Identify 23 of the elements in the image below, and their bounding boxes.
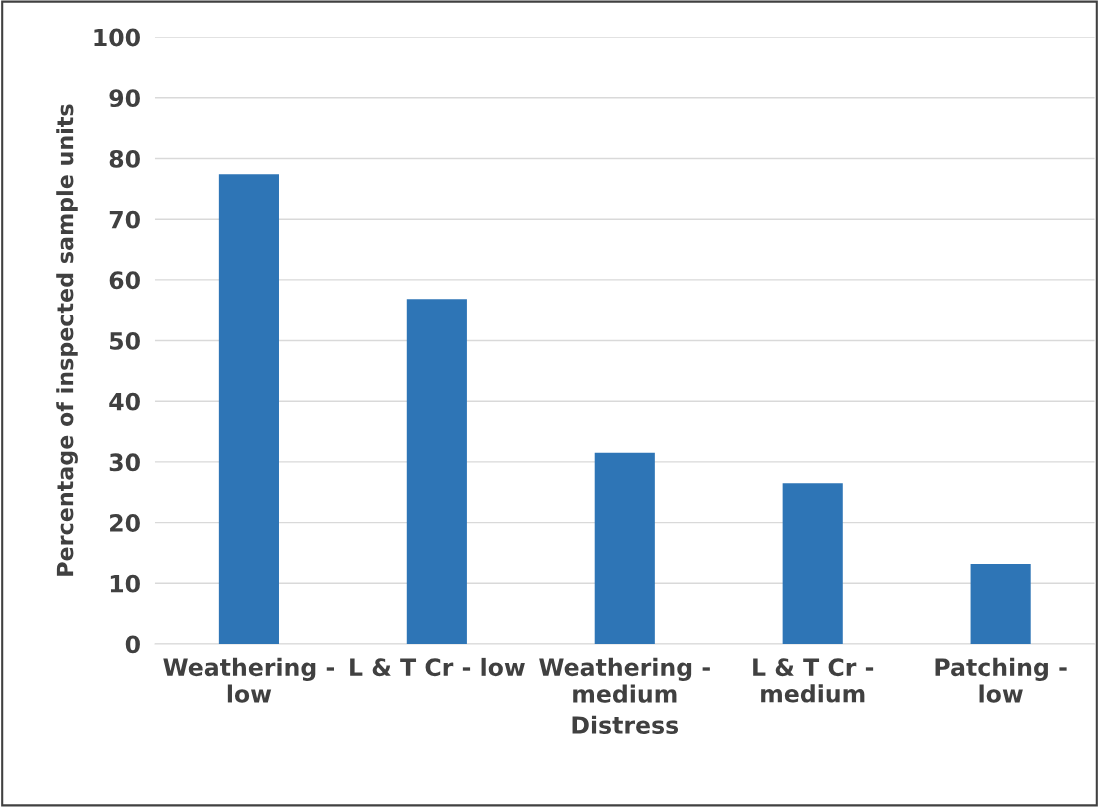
y-tick-label: 40: [109, 392, 140, 411]
x-tick-label: L & T Cr - medium: [753, 658, 874, 703]
y-tick-label: 30: [109, 453, 140, 472]
x-tick-label: Patching - low: [935, 657, 1067, 703]
x-tick-label: L & T Cr - low: [350, 657, 525, 677]
bar: [970, 563, 1031, 644]
bar: [782, 483, 843, 644]
x-axis-title: Distress: [572, 715, 679, 734]
bar: [406, 299, 467, 644]
x-tick-label: Weathering - medium: [539, 657, 710, 703]
y-tick-label: 90: [109, 89, 140, 108]
y-tick-label: 70: [109, 210, 140, 229]
x-tick-label: Weathering - low: [163, 657, 334, 703]
y-tick-label: 0: [125, 635, 140, 654]
y-tick-label: 50: [110, 332, 140, 350]
y-tick-label: 60: [109, 271, 140, 290]
y-axis-title: Percentage of inspected sample units: [56, 104, 78, 576]
bar: [594, 452, 655, 644]
y-tick-label: 100: [94, 28, 140, 47]
y-tick-label: 80: [109, 149, 140, 168]
y-tick-label: 10: [110, 574, 140, 593]
bar: [218, 174, 279, 644]
y-tick-label: 20: [110, 514, 140, 532]
